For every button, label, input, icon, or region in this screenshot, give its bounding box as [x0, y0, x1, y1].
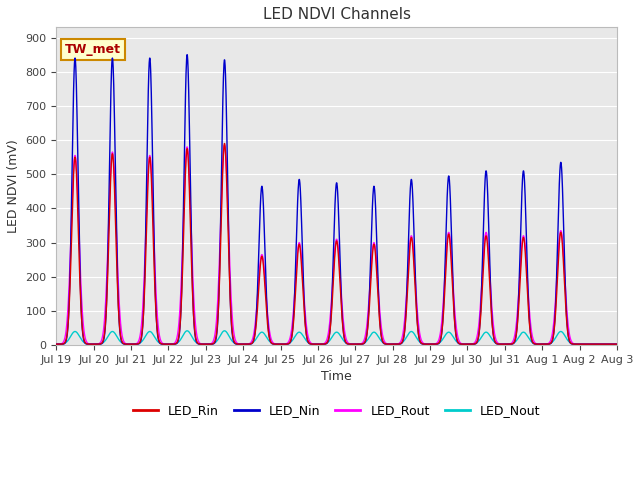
LED_Rout	[292, 273, 300, 279]
LED_Rout	[116, 316, 124, 322]
LED_Rin	[52, 341, 60, 347]
LED_Nout	[52, 341, 60, 347]
LED_Nout	[150, 332, 157, 338]
LED_Rout	[602, 341, 610, 347]
LED_Rout	[150, 223, 157, 229]
LED_Rout	[268, 337, 275, 343]
LED_Rin	[542, 341, 550, 347]
LED_Rin	[150, 244, 157, 250]
LED_Nin	[613, 341, 621, 347]
Line: LED_Nout: LED_Nout	[56, 331, 617, 344]
LED_Nin	[602, 341, 610, 347]
LED_Rin	[116, 330, 124, 336]
LED_Nout	[183, 328, 191, 334]
LED_Rin	[613, 341, 621, 347]
LED_Nout	[613, 341, 621, 347]
LED_Nin	[116, 332, 124, 338]
Text: TW_met: TW_met	[65, 43, 121, 56]
Line: LED_Nin: LED_Nin	[56, 55, 617, 344]
LED_Nin	[150, 212, 157, 218]
LED_Nout	[597, 341, 605, 347]
Legend: LED_Rin, LED_Nin, LED_Rout, LED_Nout: LED_Rin, LED_Nin, LED_Rout, LED_Nout	[128, 399, 545, 422]
LED_Nin	[183, 52, 191, 58]
Line: LED_Rin: LED_Rin	[56, 144, 617, 344]
LED_Nin	[292, 257, 300, 263]
LED_Rout	[542, 341, 550, 347]
LED_Rin	[602, 341, 610, 347]
LED_Rin	[268, 340, 275, 346]
LED_Nout	[292, 332, 300, 338]
LED_Nout	[542, 341, 550, 347]
LED_Rin	[588, 341, 595, 347]
LED_Nout	[268, 340, 275, 346]
Y-axis label: LED NDVI (mV): LED NDVI (mV)	[7, 139, 20, 233]
Title: LED NDVI Channels: LED NDVI Channels	[262, 7, 411, 22]
LED_Nin	[542, 341, 550, 347]
LED_Rout	[221, 143, 228, 148]
LED_Rin	[292, 284, 300, 290]
LED_Rin	[221, 141, 228, 146]
LED_Nin	[52, 341, 60, 347]
LED_Nin	[268, 340, 275, 346]
LED_Rout	[593, 341, 600, 347]
X-axis label: Time: Time	[321, 371, 352, 384]
Line: LED_Rout: LED_Rout	[56, 145, 617, 344]
LED_Nin	[584, 341, 592, 347]
LED_Rout	[613, 341, 621, 347]
LED_Nout	[602, 341, 610, 347]
LED_Nout	[116, 338, 124, 344]
LED_Rout	[52, 341, 60, 347]
